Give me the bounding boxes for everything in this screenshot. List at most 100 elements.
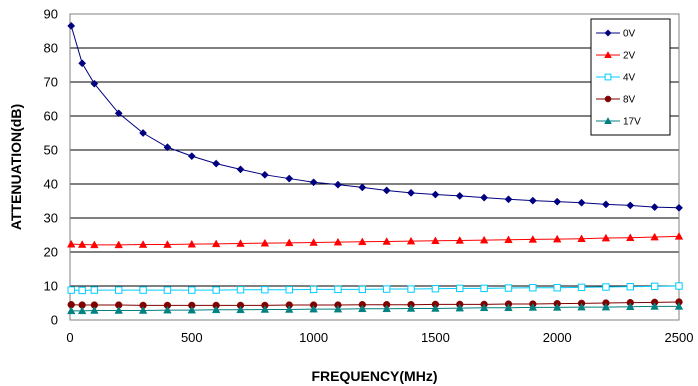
- data-point: [650, 282, 659, 291]
- data-point: [455, 236, 464, 244]
- data-point: [650, 302, 659, 310]
- data-point: [674, 232, 684, 240]
- data-point: [261, 286, 269, 294]
- data-point: [67, 286, 75, 294]
- data-point: [66, 239, 76, 248]
- data-point: [431, 236, 440, 245]
- data-point: [431, 190, 440, 199]
- data-point: [456, 284, 464, 293]
- data-point: [504, 303, 513, 312]
- series-line: [71, 305, 679, 312]
- series-0V: [67, 21, 683, 212]
- data-point: [431, 304, 440, 312]
- x-tick-label: 500: [181, 330, 203, 345]
- data-point: [529, 284, 537, 292]
- data-point: [260, 305, 270, 313]
- data-point: [187, 239, 197, 248]
- data-point: [334, 285, 342, 294]
- data-point: [480, 284, 488, 293]
- data-point: [604, 73, 612, 81]
- series-2V: [66, 232, 684, 249]
- legend: 0V 2V 4V 8V 17V: [590, 18, 671, 136]
- legend-label: 4V: [623, 73, 636, 84]
- data-point: [528, 303, 538, 311]
- data-point: [78, 286, 86, 295]
- data-point: [604, 51, 612, 58]
- data-point: [236, 239, 245, 247]
- series-line: [71, 301, 680, 306]
- data-point: [528, 235, 538, 243]
- data-point: [382, 237, 391, 245]
- data-point: [334, 180, 342, 189]
- legend-entry: 4V: [596, 73, 636, 84]
- y-tick-label: 80: [44, 41, 58, 56]
- y-axis-title: ATTENUATION(dB): [8, 104, 24, 230]
- data-point: [626, 282, 634, 291]
- data-point: [577, 283, 586, 292]
- y-tick-label: 70: [44, 75, 58, 90]
- legend-label: 8V: [623, 95, 636, 106]
- data-point: [577, 302, 586, 311]
- data-point: [577, 234, 586, 243]
- data-point: [77, 240, 87, 248]
- data-point: [626, 302, 635, 311]
- data-point: [188, 286, 196, 294]
- data-point: [285, 238, 294, 247]
- legend-entry: 2V: [596, 51, 636, 62]
- data-point: [358, 304, 367, 313]
- series-4V: [67, 282, 683, 295]
- x-tick-label: 1000: [299, 330, 328, 345]
- data-point: [479, 303, 489, 312]
- data-point: [479, 235, 489, 244]
- data-point: [552, 303, 562, 311]
- data-point: [115, 286, 123, 294]
- data-point: [114, 109, 123, 118]
- data-point: [309, 285, 318, 294]
- x-tick-label: 2500: [665, 330, 694, 345]
- data-point: [504, 195, 513, 204]
- data-point: [604, 95, 612, 103]
- data-point: [333, 304, 343, 313]
- data-point: [601, 233, 611, 242]
- series-group: [66, 21, 684, 315]
- data-point: [90, 306, 99, 314]
- y-tick-label: 90: [44, 7, 58, 22]
- data-point: [604, 117, 612, 124]
- data-point: [211, 239, 221, 248]
- data-point: [407, 285, 415, 293]
- data-point: [212, 286, 220, 294]
- data-point: [504, 284, 513, 292]
- data-point: [260, 238, 270, 247]
- data-point: [90, 79, 99, 88]
- data-point: [455, 191, 464, 200]
- data-point: [309, 304, 318, 313]
- y-tick-label: 50: [44, 143, 58, 158]
- data-point: [577, 198, 586, 207]
- data-point: [358, 237, 367, 246]
- data-point: [358, 183, 367, 192]
- data-point: [236, 165, 245, 174]
- data-point: [236, 305, 245, 314]
- y-tick-label: 30: [44, 211, 58, 226]
- y-tick-label: 40: [44, 177, 58, 192]
- data-point: [382, 304, 391, 313]
- data-point: [187, 152, 196, 161]
- x-tick-label: 0: [66, 330, 73, 345]
- data-point: [382, 285, 391, 293]
- data-point: [407, 188, 415, 197]
- data-point: [285, 174, 294, 183]
- series-line: [71, 235, 680, 246]
- data-point: [211, 305, 221, 314]
- data-point: [601, 200, 610, 209]
- data-point: [406, 236, 416, 245]
- data-point: [66, 306, 76, 315]
- data-point: [163, 143, 172, 152]
- legend-label: 17V: [623, 117, 641, 128]
- data-point: [163, 305, 172, 314]
- data-point: [67, 21, 76, 30]
- data-point: [285, 286, 293, 294]
- data-point: [601, 302, 611, 311]
- x-tick-label: 1500: [421, 330, 450, 345]
- data-point: [77, 306, 87, 315]
